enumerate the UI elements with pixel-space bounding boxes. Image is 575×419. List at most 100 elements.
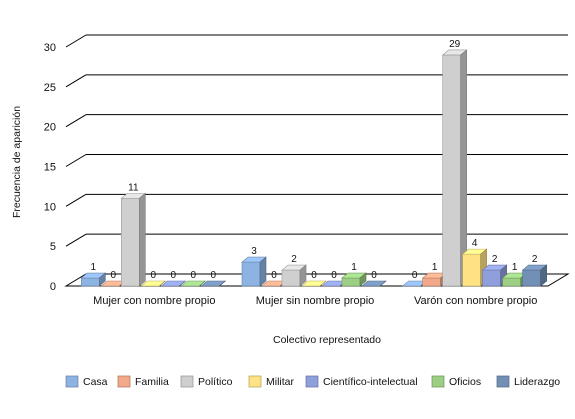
bar-layer	[80, 49, 548, 287]
data-label: 4	[472, 238, 478, 249]
bar	[341, 272, 367, 287]
legend-item: Familia	[117, 375, 169, 388]
bar-side	[299, 264, 307, 287]
bar-side	[199, 280, 206, 287]
bar	[140, 280, 167, 287]
x-category-label: Varón con nombre propio	[414, 295, 537, 307]
bar-front	[482, 269, 501, 287]
y-tick-label: 5	[50, 241, 56, 253]
legend-item: Político	[180, 375, 233, 388]
bar-front	[341, 277, 361, 287]
data-label: 1	[432, 262, 438, 273]
bar-side	[99, 272, 106, 287]
legend-item: Casa	[65, 375, 108, 388]
bar-side	[460, 49, 467, 287]
gridline-depth	[65, 114, 87, 128]
label-layer: 1 0 11 0 0 0 0 3 0 2 0 0 1 0 0 1 29 4 2 1 2	[91, 39, 538, 281]
gridline-depth	[65, 74, 87, 88]
legend-label: Científico-intelectual	[323, 376, 418, 388]
grid-layer	[65, 34, 568, 247]
bar-front	[81, 277, 100, 287]
bar-front	[281, 269, 301, 287]
bar	[120, 192, 147, 287]
bar-top	[361, 280, 387, 287]
bar-side	[139, 192, 146, 287]
bar-side	[179, 280, 186, 287]
bar-top	[180, 280, 207, 287]
data-label: 3	[251, 246, 257, 257]
y-tick-label: 0	[50, 281, 56, 293]
legend-swatch	[65, 375, 79, 388]
gridline-depth	[65, 193, 87, 207]
bar	[200, 280, 227, 287]
y-axis-title: Frecuencia de aparición	[11, 106, 23, 218]
data-label: 1	[512, 262, 518, 273]
legend-swatch	[180, 375, 194, 388]
bar-side	[319, 280, 327, 287]
bar-front	[522, 269, 541, 287]
bar-top	[200, 280, 227, 287]
data-label: 2	[532, 254, 538, 265]
y-tick-label: 20	[44, 122, 56, 134]
bar-side	[359, 272, 367, 287]
bar	[301, 280, 327, 287]
legend-label: Familia	[135, 376, 169, 388]
legend-label: Militar	[266, 376, 295, 388]
legend-label: Oficios	[449, 376, 481, 388]
y-tick-label: 15	[44, 162, 56, 174]
data-label: 0	[311, 270, 317, 281]
data-label: 0	[412, 270, 418, 281]
bar-side	[219, 280, 226, 287]
legend: Casa Familia Político Militar Científico-int…	[65, 375, 560, 388]
chart-floor	[64, 273, 570, 287]
bar	[160, 280, 187, 287]
bar	[521, 264, 548, 287]
legend-swatch	[305, 375, 319, 388]
data-label: 1	[351, 262, 357, 273]
bar-front	[442, 54, 461, 287]
x-axis-title: Colectivo representado	[273, 334, 381, 346]
data-label: 0	[191, 270, 197, 281]
legend-item: Oficios	[431, 375, 481, 388]
data-label: 1	[91, 262, 97, 273]
data-label: 0	[151, 270, 157, 281]
bar	[80, 272, 107, 287]
bar-side	[540, 264, 547, 287]
legend-item: Liderazgo	[496, 375, 560, 388]
y-tick-label: 10	[44, 201, 56, 213]
bar-front	[422, 277, 441, 287]
legend-swatch	[496, 375, 510, 388]
data-label: 0	[211, 270, 217, 281]
legend-item: Científico-intelectual	[305, 375, 418, 388]
y-tick-label: 30	[44, 42, 56, 54]
bar-front	[241, 261, 261, 287]
legend-swatch	[248, 375, 262, 388]
bar-front	[462, 253, 481, 287]
bar	[361, 280, 387, 287]
legend-item: Militar	[248, 375, 295, 388]
bar	[281, 264, 307, 287]
legend-swatch	[117, 375, 131, 388]
bar-top	[301, 280, 327, 287]
data-label: 0	[111, 270, 117, 281]
data-label: 29	[449, 39, 461, 50]
bar-front	[502, 277, 521, 287]
bar-top	[160, 280, 187, 287]
bar-side	[159, 280, 166, 287]
y-tick-label: 25	[44, 82, 56, 94]
bar-side	[259, 256, 267, 287]
gridline-depth	[65, 154, 87, 167]
x-category-label: Mujer con nombre propio	[93, 295, 215, 307]
legend-label: Casa	[83, 376, 108, 388]
gridline-depth	[65, 233, 87, 247]
bar-top	[140, 280, 167, 287]
bar-side	[379, 280, 387, 287]
data-label: 2	[291, 254, 297, 265]
legend-label: Político	[198, 376, 233, 388]
gridline-depth	[65, 34, 87, 48]
data-label: 2	[492, 254, 498, 265]
legend-swatch	[431, 375, 445, 388]
